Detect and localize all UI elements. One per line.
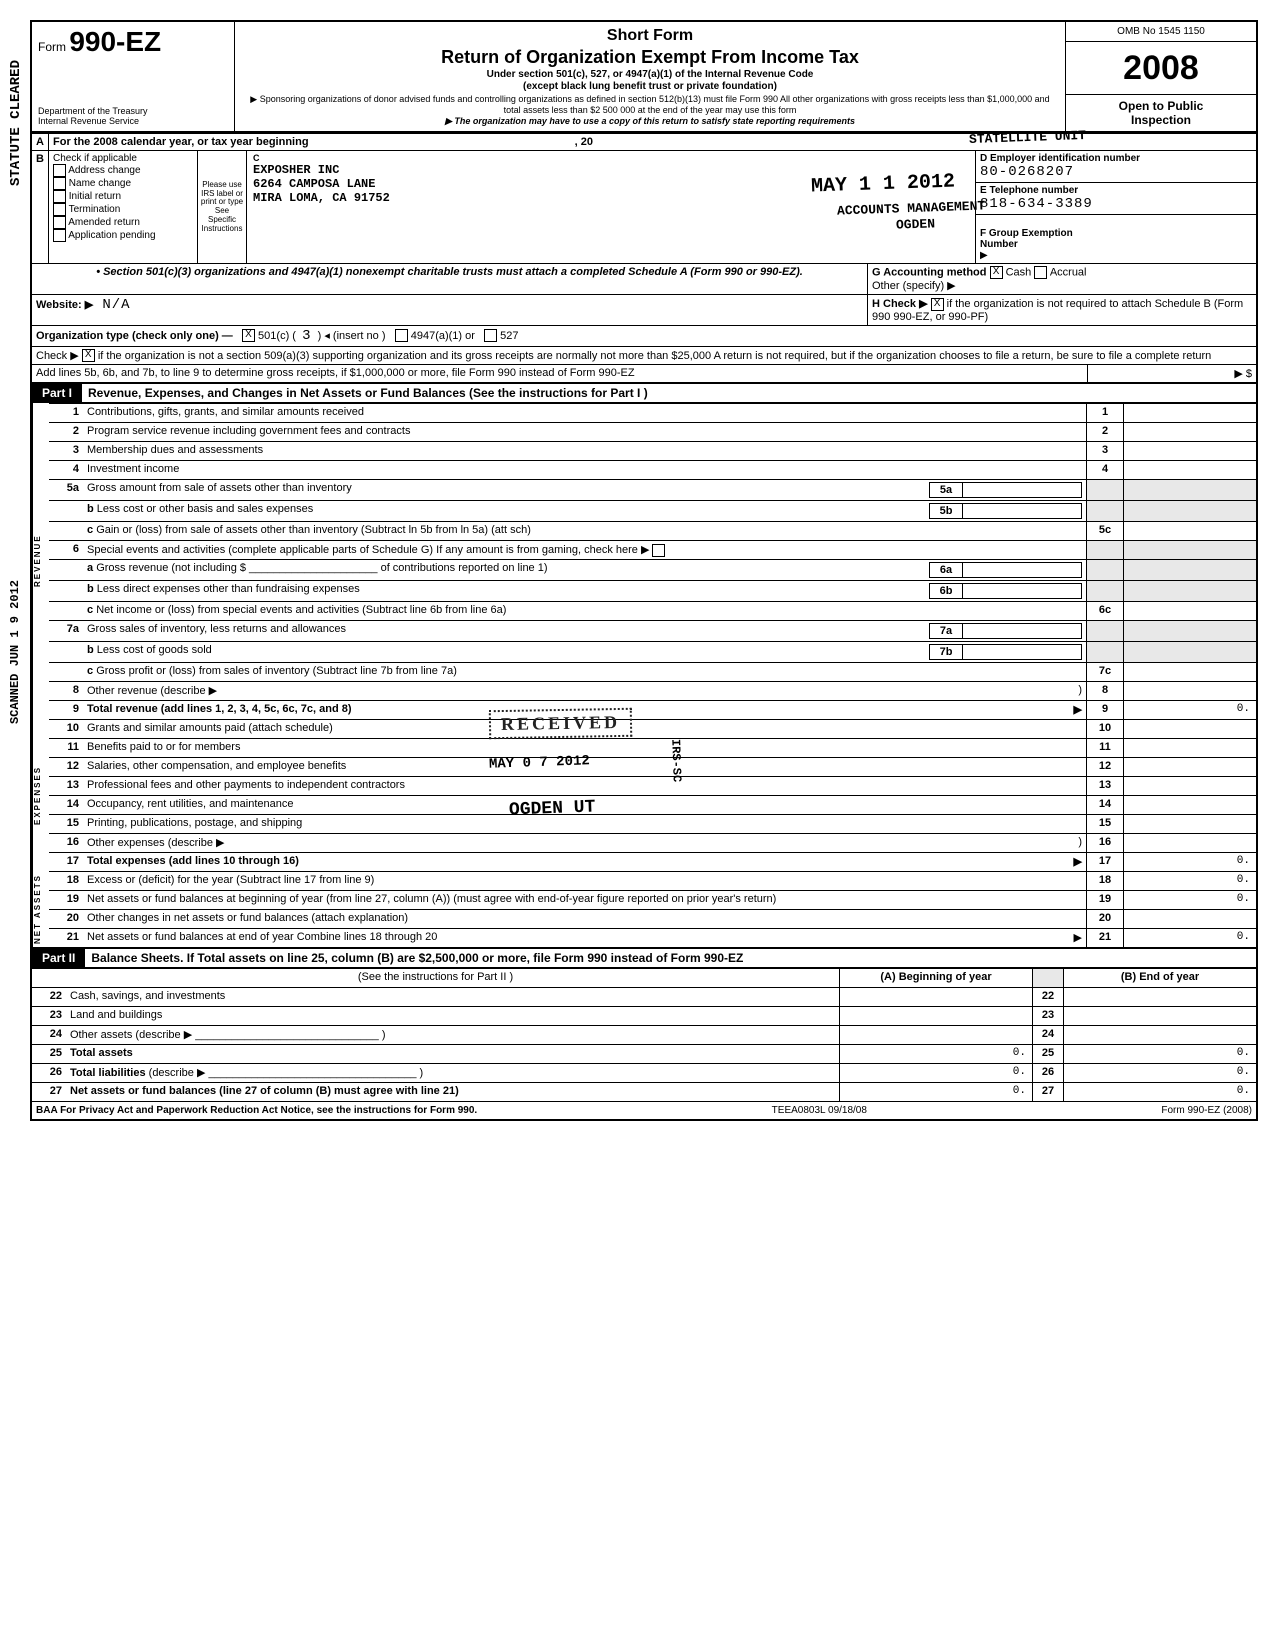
- chk-accrual[interactable]: [1034, 266, 1047, 279]
- line18-amt: 0.: [1123, 872, 1256, 890]
- chk-gaming[interactable]: [652, 544, 665, 557]
- chk-name[interactable]: [53, 177, 66, 190]
- chk-cash[interactable]: X: [990, 266, 1003, 279]
- phone: 818-634-3389: [980, 196, 1093, 212]
- label-a: A: [32, 134, 49, 150]
- stamp-statellite: STATELLITE UNIT: [969, 128, 1086, 147]
- line9-amt: 0.: [1123, 701, 1256, 719]
- calendar-year: For the 2008 calendar year, or tax year …: [49, 134, 1256, 150]
- chk-term[interactable]: [53, 203, 66, 216]
- form-990ez: Form 990-EZ Department of the Treasury I…: [30, 20, 1258, 1121]
- l25a: 0.: [839, 1045, 1032, 1063]
- accounting-method: G Accounting method X Cash Accrual Other…: [867, 264, 1256, 294]
- l26b: 0.: [1063, 1064, 1256, 1082]
- part2-see: (See the instructions for Part II ): [32, 969, 839, 987]
- chk-501c[interactable]: X: [242, 329, 255, 342]
- schedule-b-check: H Check ▶ X if the organization is not r…: [867, 295, 1256, 325]
- chk-address[interactable]: [53, 164, 66, 177]
- website: N/A: [102, 297, 130, 313]
- margin-statute: STATUTE CLEARED: [8, 60, 24, 186]
- short-form-title: Short Form: [243, 26, 1057, 46]
- add-lines-note: Add lines 5b, 6b, and 7b, to line 9 to d…: [32, 365, 1087, 382]
- omb-number: OMB No 1545 1150: [1066, 22, 1256, 42]
- tax-year: 2008: [1066, 42, 1256, 94]
- part-1-header: Part I Revenue, Expenses, and Changes in…: [32, 382, 1256, 403]
- line19-amt: 0.: [1123, 891, 1256, 909]
- l-text: if the organization is not a section 509…: [98, 350, 1211, 362]
- open-inspection: Open to Public Inspection: [1066, 94, 1256, 131]
- dept-treasury: Department of the Treasury Internal Reve…: [38, 107, 228, 127]
- part-2-header: Part II Balance Sheets. If Total assets …: [32, 947, 1256, 968]
- org-type-label: Organization type (check only one) —: [36, 330, 233, 342]
- label-b: B: [32, 151, 49, 263]
- side-revenue: REVENUE: [32, 403, 49, 719]
- stamp-ogden-mid: OGDEN UT: [509, 798, 596, 821]
- l27b: 0.: [1063, 1083, 1256, 1101]
- gross-receipts-amt: ▶ $: [1087, 365, 1256, 382]
- stamp-ogden-top: OGDEN: [896, 217, 936, 233]
- l27a: 0.: [839, 1083, 1032, 1101]
- chk-initial[interactable]: [53, 190, 66, 203]
- return-title: Return of Organization Exempt From Incom…: [243, 46, 1057, 69]
- chk-527[interactable]: [484, 329, 497, 342]
- stamp-irs-sc: IRS-SC: [668, 739, 683, 783]
- stamp-received-mid: RECEIVED: [489, 708, 633, 739]
- under-section: Under section 501(c), 527, or 4947(a)(1)…: [243, 69, 1057, 82]
- col-b-header: (B) End of year: [1063, 969, 1256, 987]
- l25b: 0.: [1063, 1045, 1256, 1063]
- please-use-label: Please use IRS label or print or type Se…: [198, 151, 247, 263]
- l26a: 0.: [839, 1064, 1032, 1082]
- line17-amt: 0.: [1123, 853, 1256, 871]
- chk-4947[interactable]: [395, 329, 408, 342]
- website-label: Website: ▶: [36, 299, 93, 311]
- chk-amended[interactable]: [53, 216, 66, 229]
- chk-h[interactable]: X: [931, 298, 944, 311]
- sponsor-note: ▶ Sponsoring organizations of donor advi…: [243, 94, 1057, 117]
- footer: BAA For Privacy Act and Paperwork Reduct…: [32, 1101, 1256, 1119]
- copy-note: ▶ The organization may have to use a cop…: [243, 116, 1057, 127]
- form-number: Form 990-EZ: [38, 26, 228, 58]
- section-501c3-note: • Section 501(c)(3) organizations and 49…: [32, 264, 867, 294]
- check-applicable: Check if applicable Address change Name …: [49, 151, 198, 263]
- col-a-header: (A) Beginning of year: [839, 969, 1032, 987]
- side-netassets: NET ASSETS: [32, 871, 49, 947]
- ident-right: D Employer identification number 80-0268…: [975, 151, 1256, 263]
- ein: 80-0268207: [980, 164, 1074, 180]
- header: Form 990-EZ Department of the Treasury I…: [32, 22, 1256, 133]
- chk-pending[interactable]: [53, 229, 66, 242]
- margin-scanned: SCANNED JUN 1 9 2012: [8, 580, 22, 724]
- org-address-block: C EXPOSHER INC 6264 CAMPOSA LANE MIRA LO…: [247, 151, 975, 263]
- side-expenses: EXPENSES: [32, 719, 49, 871]
- line21-amt: 0.: [1123, 929, 1256, 947]
- chk-l[interactable]: X: [82, 349, 95, 362]
- except-note: (except black lung benefit trust or priv…: [243, 81, 1057, 94]
